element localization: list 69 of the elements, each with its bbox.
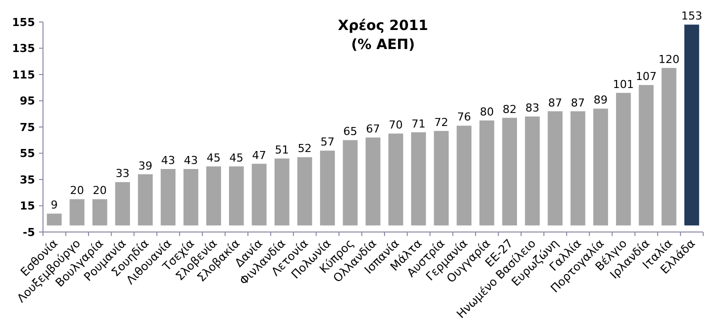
bar — [252, 164, 267, 226]
bar — [183, 169, 198, 226]
bar — [502, 118, 517, 226]
bar — [138, 174, 153, 226]
bar — [297, 157, 312, 226]
bar — [638, 85, 654, 226]
bar — [206, 166, 222, 226]
y-tick-label: 155 — [12, 16, 35, 29]
data-label: 45 — [229, 151, 244, 164]
bar — [388, 134, 404, 226]
data-label: 43 — [161, 154, 176, 167]
bar — [684, 24, 700, 226]
y-tick-label: 35 — [20, 173, 35, 186]
data-label: 20 — [92, 184, 107, 198]
bar — [570, 111, 586, 226]
data-label: 72 — [434, 116, 448, 129]
y-tick-label: 15 — [20, 200, 35, 213]
data-label: 39 — [138, 159, 152, 172]
bar — [274, 158, 290, 226]
bar — [411, 132, 426, 226]
chart-title: Χρέος 2011 — [338, 18, 428, 34]
bar — [115, 182, 130, 226]
data-label: 87 — [548, 96, 562, 110]
data-label: 43 — [184, 154, 198, 167]
data-label: 20 — [70, 184, 84, 198]
bar — [46, 214, 62, 226]
bar — [524, 116, 540, 226]
data-label: 67 — [366, 122, 380, 136]
data-label: 120 — [658, 52, 680, 66]
bar — [320, 150, 335, 226]
data-label: 33 — [116, 167, 130, 180]
data-label: 87 — [570, 96, 585, 110]
bar — [92, 199, 108, 226]
data-label: 107 — [636, 70, 657, 83]
data-label: 9 — [50, 198, 58, 212]
bar — [366, 138, 380, 226]
text: (% ΑΕΠ) — [351, 37, 415, 53]
bar — [434, 130, 449, 226]
y-tick-label: -5 — [22, 226, 35, 239]
data-label: 101 — [612, 78, 634, 91]
data-label: 57 — [320, 136, 334, 149]
data-label: 45 — [206, 151, 221, 164]
data-label: 47 — [252, 148, 266, 162]
y-tick-label: 55 — [20, 147, 35, 160]
data-label: 51 — [274, 144, 289, 156]
y-tick-label: 95 — [20, 94, 35, 108]
data-label: 52 — [298, 142, 312, 156]
data-label: 153 — [681, 10, 702, 23]
bar — [70, 199, 84, 226]
data-label: 70 — [388, 118, 403, 132]
data-label: 82 — [502, 102, 517, 116]
data-label: 65 — [343, 125, 358, 138]
bar — [593, 108, 608, 226]
bar — [662, 68, 676, 226]
data-label: 80 — [480, 105, 494, 118]
data-label: 89 — [594, 94, 608, 107]
bar — [479, 120, 494, 226]
y-tick-label: 115 — [12, 68, 35, 82]
data-label: 83 — [525, 102, 540, 114]
bar — [548, 111, 563, 226]
bar — [229, 166, 244, 226]
bar — [342, 140, 358, 226]
bar — [456, 126, 472, 226]
y-tick-label: 135 — [12, 42, 35, 56]
bar — [160, 169, 176, 226]
data-label: 76 — [457, 110, 472, 124]
data-label: 71 — [412, 117, 426, 130]
y-tick-label: 75 — [20, 120, 35, 134]
bar — [616, 92, 631, 226]
